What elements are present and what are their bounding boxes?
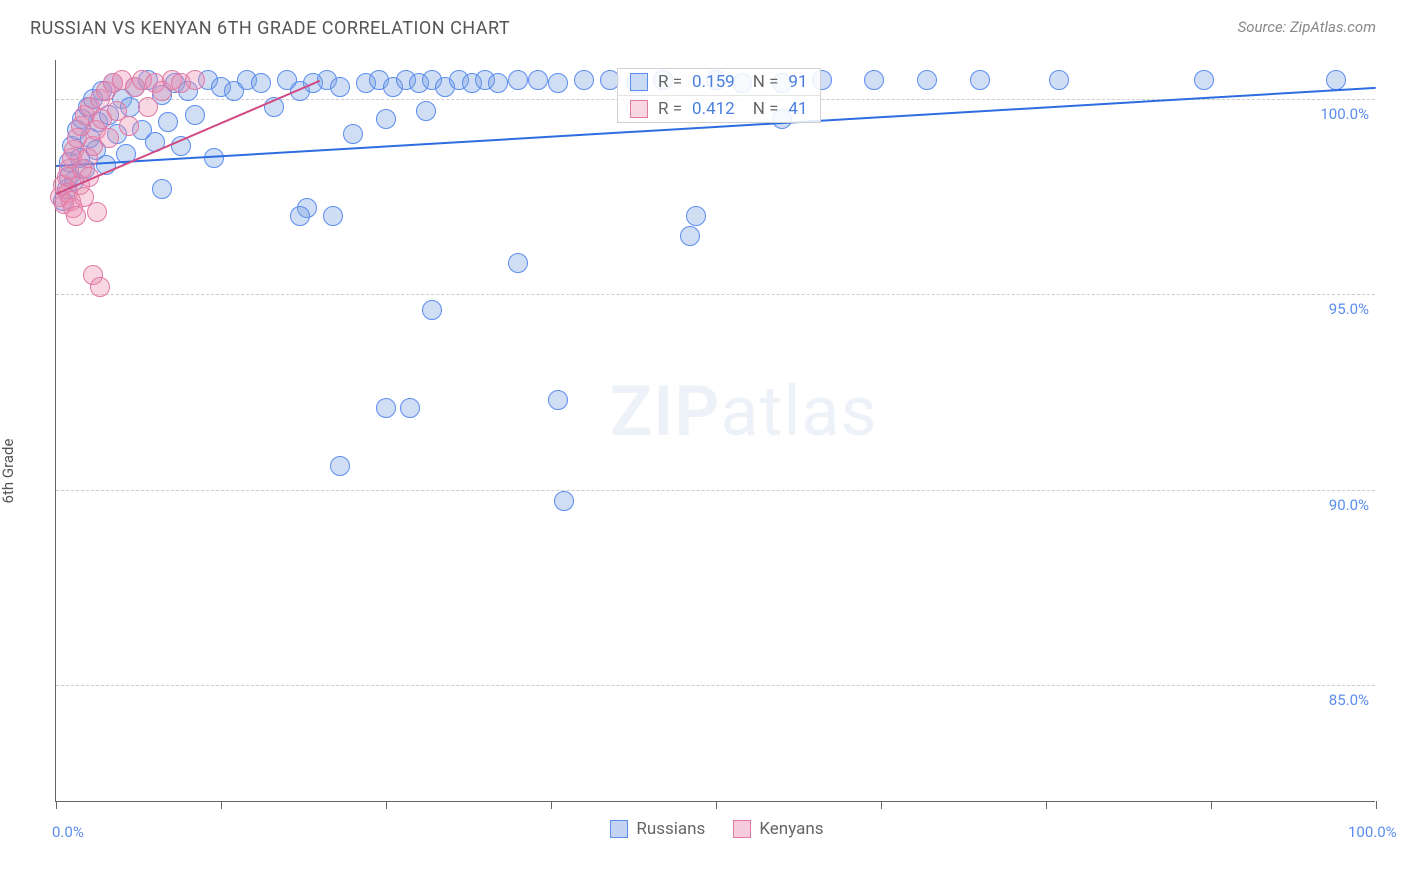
legend-item: Russians	[610, 819, 705, 839]
stats-r-label: R =	[658, 99, 682, 119]
stats-row: R = 0.412 N = 41	[618, 96, 820, 122]
data-point	[917, 70, 937, 90]
stats-n-value: 91	[788, 72, 807, 92]
x-tick-mark	[1046, 801, 1047, 809]
data-point	[343, 124, 363, 144]
data-point	[87, 202, 107, 222]
x-tick-mark	[1376, 801, 1377, 809]
data-point	[1049, 70, 1069, 90]
stats-swatch	[630, 73, 648, 91]
gridline	[56, 685, 1375, 686]
data-point	[416, 101, 436, 121]
data-point	[574, 70, 594, 90]
data-point	[680, 226, 700, 246]
stats-r-label: R =	[658, 72, 682, 92]
y-tick-label: 95.0%	[1329, 300, 1369, 318]
x-tick-mark	[881, 801, 882, 809]
x-tick-mark	[386, 801, 387, 809]
data-point	[508, 253, 528, 273]
data-point	[1326, 70, 1346, 90]
data-point	[138, 97, 158, 117]
chart-header: RUSSIAN VS KENYAN 6TH GRADE CORRELATION …	[0, 0, 1406, 39]
legend-label: Russians	[636, 819, 705, 839]
chart-container: 6th Grade ZIPatlas 85.0% 90.0% 95.0% 100.0%…	[0, 50, 1406, 892]
data-point	[185, 70, 205, 90]
data-point	[185, 105, 205, 125]
data-point	[152, 179, 172, 199]
stats-n-value: 41	[788, 99, 807, 119]
x-tick-mark	[221, 801, 222, 809]
x-tick-mark	[551, 801, 552, 809]
data-point	[251, 73, 271, 93]
x-tick-mark	[1211, 801, 1212, 809]
data-point	[488, 73, 508, 93]
data-point	[686, 206, 706, 226]
data-point	[508, 70, 528, 90]
stats-row: R = 0.159 N = 91	[618, 69, 820, 96]
y-tick-label: 100.0%	[1320, 105, 1369, 123]
data-point	[119, 116, 139, 136]
data-point	[554, 491, 574, 511]
watermark: ZIPatlas	[610, 371, 878, 453]
data-point	[422, 300, 442, 320]
chart-source: Source: ZipAtlas.com	[1238, 18, 1376, 36]
data-point	[376, 109, 396, 129]
stats-n-label: N =	[753, 72, 779, 92]
data-point	[376, 398, 396, 418]
legend-swatch	[733, 820, 751, 838]
data-point	[66, 206, 86, 226]
data-point	[528, 70, 548, 90]
gridline	[56, 490, 1375, 491]
stats-n-label: N =	[753, 99, 779, 119]
legend: Russians Kenyans	[610, 819, 823, 839]
legend-label: Kenyans	[759, 819, 823, 839]
data-point	[864, 70, 884, 90]
data-point	[400, 398, 420, 418]
data-point	[548, 390, 568, 410]
gridline	[56, 294, 1375, 295]
chart-title: RUSSIAN VS KENYAN 6TH GRADE CORRELATION …	[30, 18, 510, 39]
plot-area: ZIPatlas 85.0%90.0%95.0%100.0%0.0%100.0%…	[55, 60, 1375, 802]
data-point	[90, 277, 110, 297]
x-tick-mark	[716, 801, 717, 809]
data-point	[548, 73, 568, 93]
data-point	[330, 77, 350, 97]
legend-swatch	[610, 820, 628, 838]
data-point	[99, 128, 119, 148]
data-point	[323, 206, 343, 226]
x-tick-mark	[56, 801, 57, 809]
stats-r-value: 0.159	[692, 72, 735, 92]
x-tick-label: 0.0%	[52, 823, 84, 841]
data-point	[158, 112, 178, 132]
data-point	[330, 456, 350, 476]
stats-r-value: 0.412	[692, 99, 735, 119]
data-point	[290, 206, 310, 226]
x-tick-label: 100.0%	[1348, 823, 1397, 841]
y-tick-label: 90.0%	[1329, 496, 1369, 514]
stats-box: R = 0.159 N = 91 R = 0.412 N = 41	[617, 68, 821, 123]
y-tick-label: 85.0%	[1329, 691, 1369, 709]
y-axis-label: 6th Grade	[0, 439, 17, 504]
legend-item: Kenyans	[733, 819, 823, 839]
data-point	[1194, 70, 1214, 90]
data-point	[970, 70, 990, 90]
stats-swatch	[630, 100, 648, 118]
